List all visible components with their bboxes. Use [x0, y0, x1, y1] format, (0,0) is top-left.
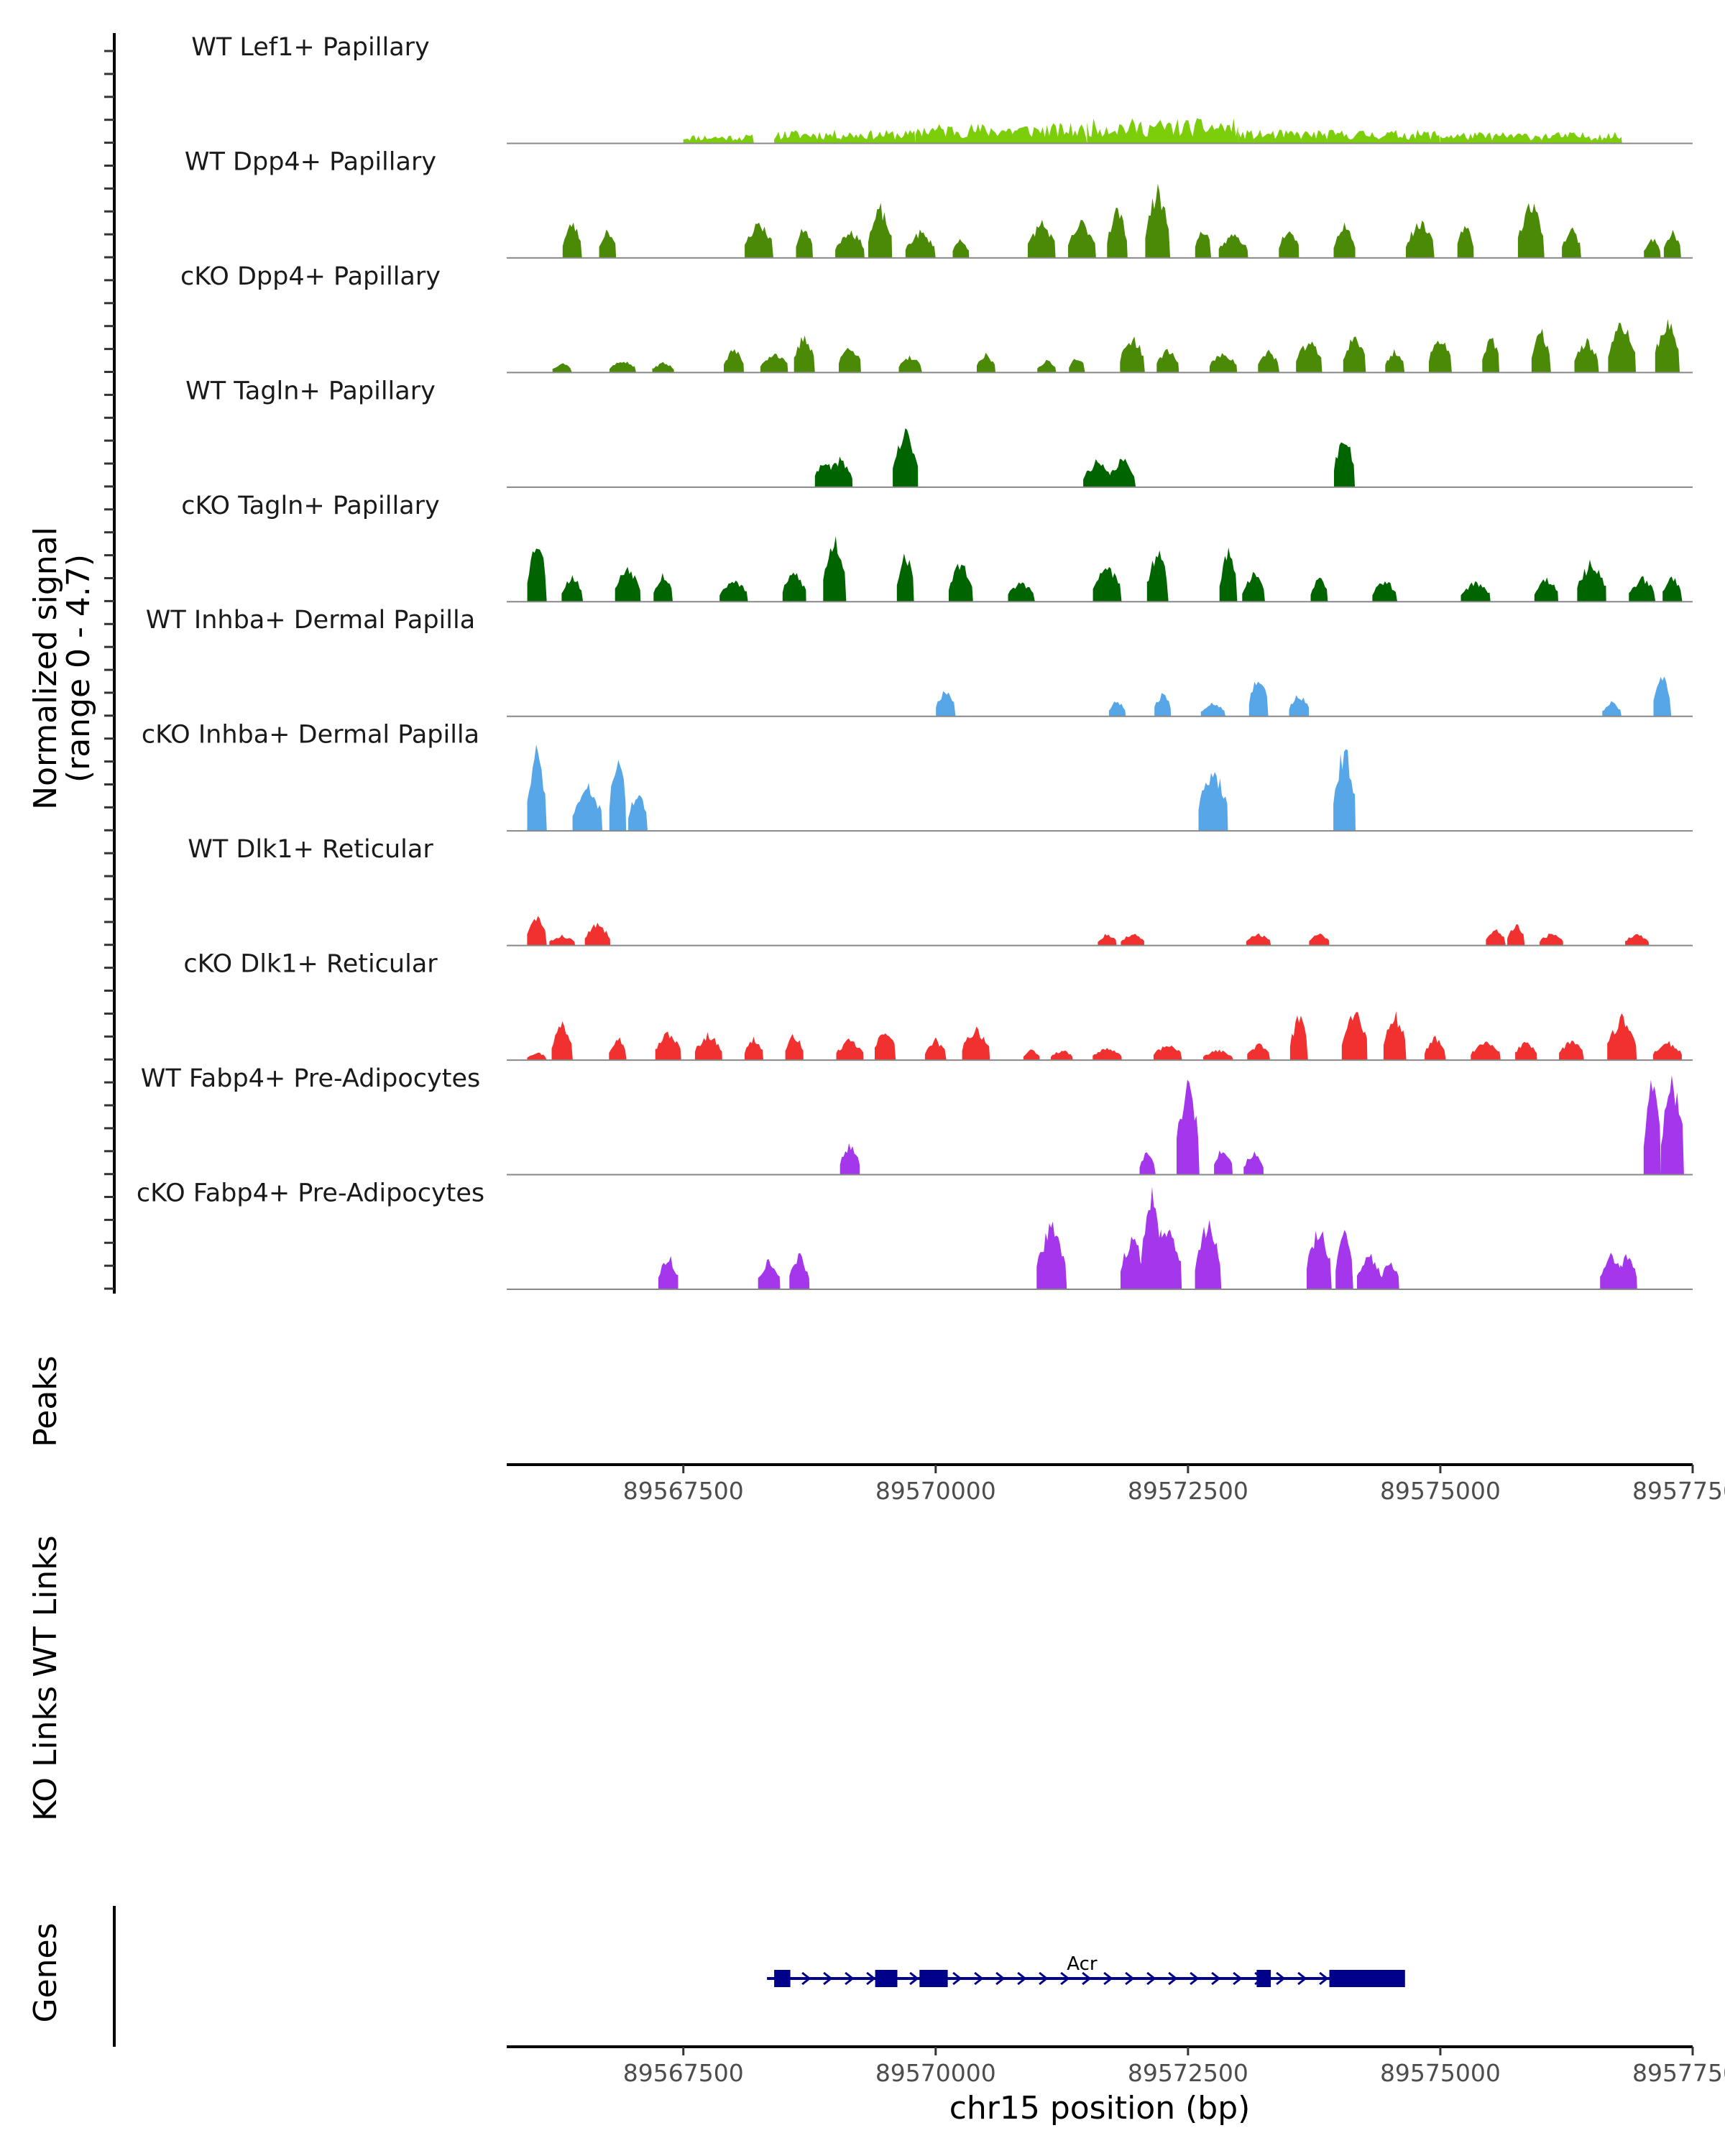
- track-label: WT Lef1+ Papillary: [191, 33, 430, 62]
- strand-arrow: [1146, 1971, 1156, 1986]
- strand-arrow: [1039, 1971, 1049, 1986]
- track: WT Lef1+ Papillary: [191, 33, 1693, 144]
- track-signal: [562, 183, 1681, 258]
- ko-links-panel-label: KO Links: [27, 1686, 64, 1821]
- track: WT Tagln+ Papillary: [185, 377, 1693, 488]
- track-signal: [936, 676, 1672, 717]
- track-signal: [527, 1010, 1682, 1061]
- strand-arrow: [866, 1971, 876, 1986]
- x-tick-label: 89575000: [1380, 1477, 1501, 1505]
- x-tick-label: 89577500: [1632, 2059, 1725, 2087]
- track-label: WT Inhba+ Dermal Papilla: [146, 606, 475, 635]
- x-axis-title: chr15 position (bp): [949, 2090, 1251, 2127]
- track-label: cKO Tagln+ Papillary: [181, 492, 440, 520]
- strand-arrow: [974, 1971, 984, 1986]
- x-tick-label: 89572500: [1128, 2059, 1248, 2087]
- track-signal: [658, 1187, 1637, 1289]
- track: cKO Fabp4+ Pre-Adipocytes: [137, 1179, 1693, 1290]
- x-tick-label: 89567500: [623, 2059, 744, 2087]
- strand-arrow: [823, 1971, 833, 1986]
- track-signal: [683, 118, 1622, 144]
- coverage-y-label-line2: (range 0 - 4.7): [60, 554, 97, 783]
- track-signal: [552, 318, 1680, 373]
- track-label: WT Dlk1+ Reticular: [188, 835, 433, 864]
- coverage-y-ticks: [104, 50, 114, 1290]
- track-label: cKO Inhba+ Dermal Papilla: [142, 721, 479, 750]
- track-signal: [527, 745, 1356, 831]
- track: cKO Tagln+ Papillary: [181, 492, 1693, 603]
- strand-arrow: [845, 1971, 855, 1986]
- strand-arrow: [1276, 1971, 1286, 1986]
- x-tick-label: 89572500: [1128, 1477, 1248, 1505]
- track-label: WT Dpp4+ Papillary: [185, 147, 436, 176]
- track-label: WT Fabp4+ Pre-Adipocytes: [141, 1064, 480, 1093]
- gene-label-acr: Acr: [1067, 1953, 1098, 1975]
- track-label: WT Tagln+ Papillary: [185, 377, 436, 405]
- strand-arrow: [1168, 1971, 1178, 1986]
- strand-arrow: [1017, 1971, 1027, 1986]
- strand-arrow: [909, 1971, 919, 1986]
- gene-exon: [774, 1970, 791, 1987]
- gene-model: Acr: [767, 1953, 1405, 1987]
- track-label: cKO Fabp4+ Pre-Adipocytes: [137, 1179, 484, 1208]
- strand-arrow: [1297, 1971, 1307, 1986]
- track-label: cKO Dlk1+ Reticular: [183, 950, 438, 979]
- x-tick-label: 89575000: [1380, 2059, 1501, 2087]
- gene-exon: [875, 1970, 898, 1987]
- track: WT Dlk1+ Reticular: [188, 835, 1693, 946]
- peaks-x-ticks: 89567500 89570000 89572500 89575000 89577500: [623, 1465, 1725, 1505]
- track: WT Inhba+ Dermal Papilla: [146, 606, 1693, 717]
- gene-exon: [919, 1970, 948, 1987]
- strand-arrow: [1060, 1971, 1070, 1986]
- strand-arrow: [1211, 1971, 1221, 1986]
- track-label: cKO Dpp4+ Papillary: [180, 262, 441, 291]
- strand-arrow: [1233, 1971, 1243, 1986]
- x-tick-label: 89570000: [875, 2059, 996, 2087]
- coverage-tracks: WT Lef1+ Papillary WT Dpp4+ Papillary cKO …: [137, 33, 1693, 1290]
- gene-exon: [1329, 1970, 1405, 1987]
- track-signal: [527, 535, 1683, 602]
- strand-arrow: [1319, 1971, 1329, 1986]
- strand-arrow: [1103, 1971, 1113, 1986]
- track: cKO Dlk1+ Reticular: [183, 950, 1693, 1061]
- track: cKO Inhba+ Dermal Papilla: [142, 721, 1693, 832]
- strand-arrow: [1125, 1971, 1135, 1986]
- strand-arrow: [1082, 1971, 1092, 1986]
- x-tick-label: 89567500: [623, 1477, 744, 1505]
- genes-x-ticks: 89567500 89570000 89572500 89575000 89577500: [623, 2047, 1725, 2087]
- strand-arrow: [801, 1971, 811, 1986]
- track: cKO Dpp4+ Papillary: [180, 262, 1693, 374]
- strand-arrow: [952, 1971, 962, 1986]
- track: WT Dpp4+ Papillary: [185, 147, 1693, 259]
- peaks-panel-label: Peaks: [27, 1355, 64, 1447]
- coverage-y-label-line1: Normalized signal: [27, 527, 64, 810]
- strand-arrow: [1190, 1971, 1200, 1986]
- gene-exon: [1256, 1970, 1271, 1987]
- genes-panel-label: Genes: [27, 1922, 64, 2022]
- wt-links-panel-label: WT Links: [27, 1535, 64, 1677]
- x-tick-label: 89570000: [875, 1477, 996, 1505]
- x-tick-label: 89577500: [1632, 1477, 1725, 1505]
- strand-arrow: [995, 1971, 1006, 1986]
- track: WT Fabp4+ Pre-Adipocytes: [141, 1064, 1693, 1176]
